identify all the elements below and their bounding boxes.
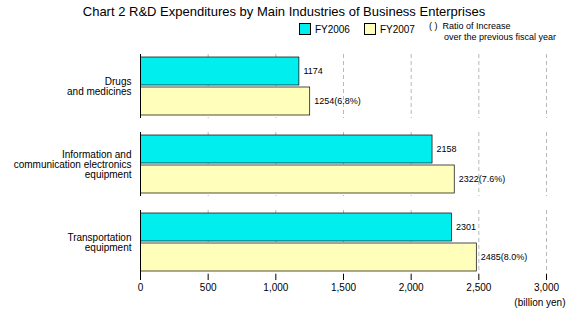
html-text:( ) Ratio of Increase over the: ( ) Ratio of Increase over the previous … [428,21,556,42]
svg-text:1174: 1174 [303,66,322,76]
html-text:FY2007: FY2007 [379,23,415,35]
svg-text:2485(8.0%): 2485(8.0%) [481,252,528,262]
svg-text:500: 500 [200,282,217,293]
svg-text:2322(7.6%): 2322(7.6%) [459,174,506,184]
svg-text:2158: 2158 [437,144,457,154]
svg-text:Transportationequipment: Transportationequipment [67,232,131,253]
svg-text:1254(6.8%): 1254(6.8%) [314,96,361,106]
svg-text:Drugsand medicines: Drugsand medicines [67,76,131,97]
svg-text:2,500: 2,500 [466,282,491,293]
svg-text:1,000: 1,000 [263,282,288,293]
svg-text:2301: 2301 [456,222,476,232]
svg-text:1,500: 1,500 [331,282,356,293]
svg-text:0: 0 [138,282,144,293]
html-text:Chart 2 R&D Expenditures by Ma: Chart 2 R&D Expenditures by Main Industr… [82,4,486,19]
html-text:FY2006: FY2006 [314,23,350,35]
svg-text:2,000: 2,000 [399,282,424,293]
svg-text:Information andcommunication e: Information andcommunication electronics… [14,149,132,180]
svg-text:3,000: 3,000 [534,282,559,293]
svg-text:(billion yen): (billion yen) [514,297,565,308]
